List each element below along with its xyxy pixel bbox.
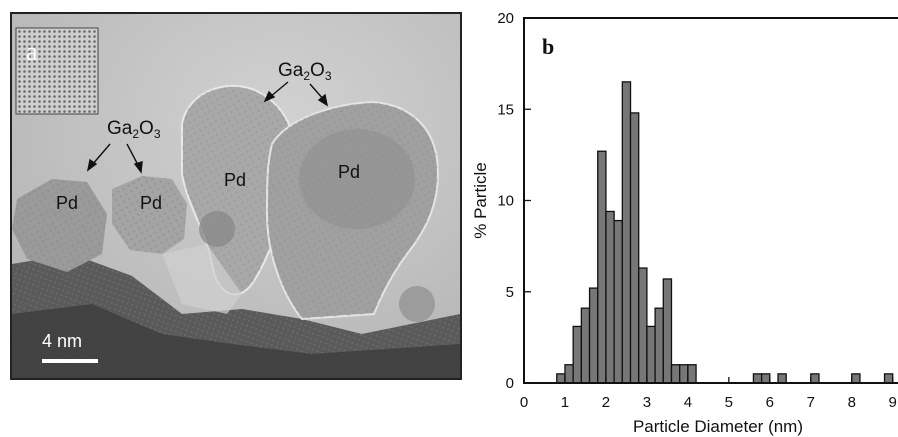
histogram-bar <box>572 325 583 384</box>
histogram-bar <box>613 219 623 384</box>
histogram-bar <box>883 373 894 384</box>
y-axis-label: % Particle <box>471 162 490 239</box>
histogram-bar <box>556 373 566 384</box>
histogram-bar <box>687 364 697 384</box>
panel-letter-b: b <box>542 34 554 59</box>
y-tick-label: 5 <box>506 284 514 301</box>
histogram-bar <box>605 210 615 384</box>
histogram-bar <box>580 307 591 384</box>
pd-label-2: Pd <box>140 193 162 213</box>
histogram-bar <box>851 373 861 384</box>
y-tick-label: 0 <box>506 375 514 392</box>
histogram-bar <box>638 267 648 384</box>
x-axis-ticks: 0 1 2 3 4 5 6 7 8 9 <box>520 377 897 411</box>
x-tick-label: 4 <box>684 394 692 411</box>
y-tick-label: 15 <box>497 101 514 118</box>
y-axis-ticks: 0 5 10 15 20 <box>497 10 531 392</box>
histogram-bar <box>760 373 771 384</box>
histogram-bar <box>621 81 632 384</box>
histogram-bar <box>654 307 664 384</box>
pd-label-4: Pd <box>338 162 360 182</box>
histogram-bar <box>597 150 607 384</box>
pd-label-1: Pd <box>56 193 78 213</box>
histogram-bar <box>777 373 787 384</box>
histogram-bar <box>646 325 656 384</box>
y-tick-label: 20 <box>497 10 514 27</box>
annotation-arrows <box>86 81 329 174</box>
ga2o3-label-right: Ga2O3 <box>278 60 332 83</box>
histogram-bar <box>810 373 820 384</box>
histogram-chart: 0 1 2 3 4 5 6 7 8 9 0 5 10 15 20 b Particle Diameter … <box>471 10 898 436</box>
histogram-bar <box>670 364 681 384</box>
bars-layer <box>556 81 894 384</box>
panel-letter-a: a <box>26 37 38 66</box>
y-tick-label: 10 <box>497 193 514 210</box>
x-tick-label: 7 <box>807 394 815 411</box>
ga2o3-label-left: Ga2O3 <box>107 118 161 141</box>
histogram-bar <box>564 364 574 384</box>
histogram-bar <box>752 373 763 384</box>
pd-label-3: Pd <box>224 170 246 190</box>
x-axis-label: Particle Diameter (nm) <box>633 417 803 436</box>
tem-micrograph: a Ga2O3 Ga2O3 Pd Pd Pd Pd 4 nm <box>10 12 462 380</box>
x-tick-label: 6 <box>766 394 774 411</box>
x-tick-label: 5 <box>725 394 733 411</box>
tem-image: a Ga2O3 Ga2O3 Pd Pd Pd Pd 4 nm <box>12 14 460 378</box>
histogram-bar <box>662 278 673 384</box>
x-tick-label: 0 <box>520 394 528 411</box>
fft-inset <box>15 27 99 115</box>
scale-bar <box>42 359 98 363</box>
x-tick-label: 2 <box>602 394 610 411</box>
scale-bar-label: 4 nm <box>42 331 82 351</box>
x-tick-label: 1 <box>561 394 569 411</box>
histogram-bar <box>629 112 640 384</box>
histogram-bar <box>588 287 599 384</box>
x-tick-label: 9 <box>889 394 897 411</box>
x-tick-label: 8 <box>848 394 856 411</box>
histogram-bar <box>679 364 689 384</box>
x-tick-label: 3 <box>643 394 651 411</box>
